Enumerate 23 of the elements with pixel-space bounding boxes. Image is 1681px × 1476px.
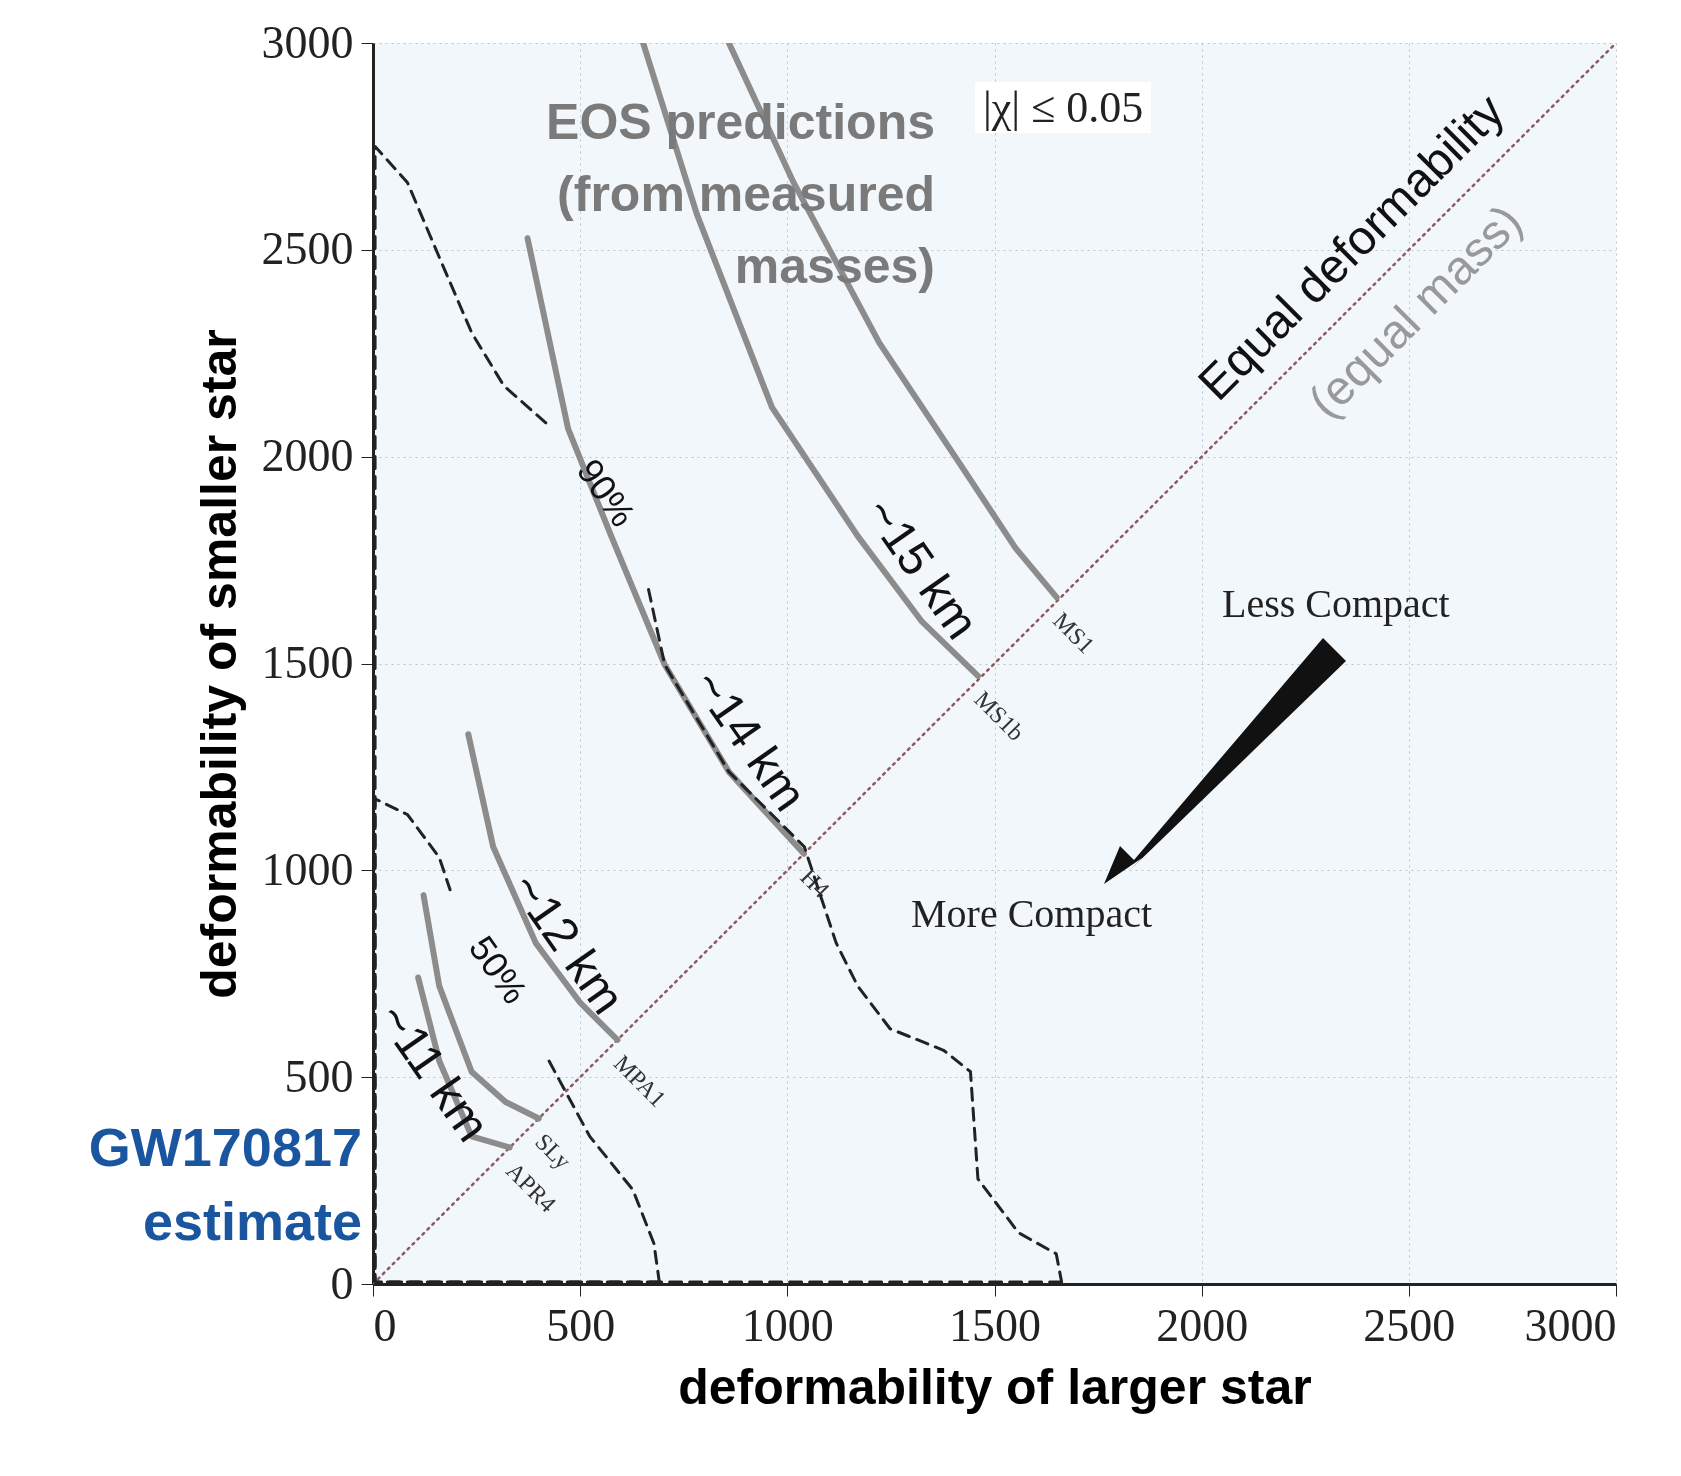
- x-axis-title: deformability of larger star: [678, 1358, 1312, 1415]
- y-tick-label: 500: [284, 1050, 354, 1102]
- text: GW170817 estimate: [87, 1116, 362, 1253]
- annotation: More Compact: [911, 890, 1153, 937]
- annotation: ~14 km: [681, 659, 819, 821]
- x-tick-label: 1000: [741, 1299, 834, 1351]
- x-tick-label: 500: [546, 1299, 616, 1351]
- annotation: Less Compact: [1222, 580, 1450, 627]
- x-tick-label: 2500: [1363, 1299, 1456, 1351]
- x-tick-label: 3000: [1524, 1299, 1617, 1351]
- y-tick-label: 1000: [261, 843, 354, 895]
- x-tick-label: 1500: [949, 1299, 1041, 1351]
- y-axis-title: deformability of smaller star: [190, 329, 247, 999]
- x-tick-label: 0: [373, 1299, 397, 1351]
- y-tick-label: 3000: [261, 16, 354, 68]
- annotation: ~11 km: [366, 993, 501, 1152]
- x-tick-label: 2000: [1156, 1299, 1249, 1351]
- y-tick-label: 2000: [261, 430, 354, 482]
- annotation: |χ| ≤ 0.05: [975, 82, 1152, 133]
- annotation: ~15 km: [853, 487, 991, 649]
- y-tick-label: 2500: [261, 223, 354, 275]
- y-tick-label: 0: [330, 1257, 354, 1309]
- y-tick-label: 1500: [261, 637, 354, 688]
